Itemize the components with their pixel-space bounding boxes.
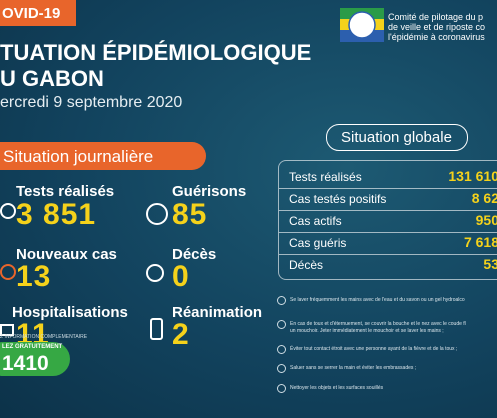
committee-line: de veille et de riposte co — [388, 22, 486, 32]
hotline-info: Z INFORMATION COMPLEMENTAIRE — [0, 334, 88, 340]
badge-box — [0, 0, 76, 26]
row-value: 950 — [475, 212, 497, 228]
advice-icon — [277, 320, 286, 329]
stat-value: 13 — [16, 260, 52, 293]
advice-text: Nettoyer les objets et les surfaces soui… — [290, 385, 384, 391]
advice-text: un mouchoir. Jeter immédiatement le mouc… — [290, 328, 444, 334]
title: U GABON — [0, 66, 104, 91]
committee: Comité de pilotage du p de veille et de … — [388, 12, 485, 42]
advice-text: Saluer sans se serrer la main et éviter … — [290, 365, 417, 371]
global-title: Situation globale — [341, 129, 452, 146]
advice-icon — [277, 364, 286, 373]
title: TUATION ÉPIDÉMIOLOGIQUE — [0, 40, 312, 65]
stat-value: 3 851 — [16, 198, 97, 231]
advice-text: En cas de toux et d'éternuement, se couv… — [290, 321, 466, 327]
global-pill — [326, 124, 468, 151]
advice-icon — [277, 296, 286, 305]
advice-text: Éviter tout contact étroit avec une pers… — [290, 346, 458, 352]
row-label: Cas guéris — [289, 236, 347, 250]
stat-label: Décès — [172, 246, 217, 263]
row-value: 53 — [483, 256, 497, 272]
table-row: Tests réalisés 131 610 — [279, 166, 497, 189]
stat-label: Nouveaux cas — [16, 246, 117, 263]
row-label: Cas testés positifs — [289, 192, 387, 206]
hotline-pill — [0, 342, 70, 376]
table-row: Cas actifs 950 — [279, 210, 497, 233]
table-row: Décès 53 — [279, 254, 497, 276]
stat-label: Tests réalisés — [16, 183, 115, 200]
row-label: Cas actifs — [289, 214, 342, 228]
icon — [146, 203, 168, 225]
advice-text: Se laver fréquemment les mains avec de l… — [290, 297, 465, 303]
icon — [0, 264, 16, 280]
icon — [0, 324, 14, 336]
hotline-call: LEZ GRATUITEMENT — [2, 344, 63, 350]
icon — [0, 203, 16, 219]
row-value: 8 62 — [471, 190, 497, 206]
stat-label: Réanimation — [172, 304, 263, 321]
advice-icon — [277, 384, 286, 393]
committee-line: l'épidémie à coronavirus — [388, 32, 485, 42]
hotline-number: 1410 — [2, 352, 49, 375]
stat-label: Guérisons — [172, 183, 247, 200]
date: ercredi 9 septembre 2020 — [0, 94, 183, 111]
row-value: 131 610 — [448, 168, 497, 184]
badge: OVID-19 — [2, 5, 61, 22]
stat-label: Hospitalisations — [12, 304, 128, 321]
table-row: Cas guéris 7 618 — [279, 232, 497, 255]
row-label: Décès — [289, 258, 324, 272]
row-label: Tests réalisés — [289, 170, 362, 184]
daily-title: Situation journalière — [3, 147, 154, 166]
icon — [150, 318, 163, 340]
stat-value: 0 — [172, 260, 190, 293]
stat-value: 2 — [172, 318, 190, 351]
global-table: Tests réalisés 131 610 Cas testés positifs… — [278, 160, 497, 280]
committee-line: Comité de pilotage du p — [388, 12, 484, 22]
row-value: 7 618 — [463, 234, 497, 250]
flag-logo — [340, 8, 384, 42]
stat-value: 85 — [172, 198, 208, 231]
advice-icon — [277, 345, 286, 354]
daily-banner — [0, 142, 206, 170]
icon — [146, 264, 164, 282]
table-row: Cas testés positifs 8 62 — [279, 188, 497, 211]
